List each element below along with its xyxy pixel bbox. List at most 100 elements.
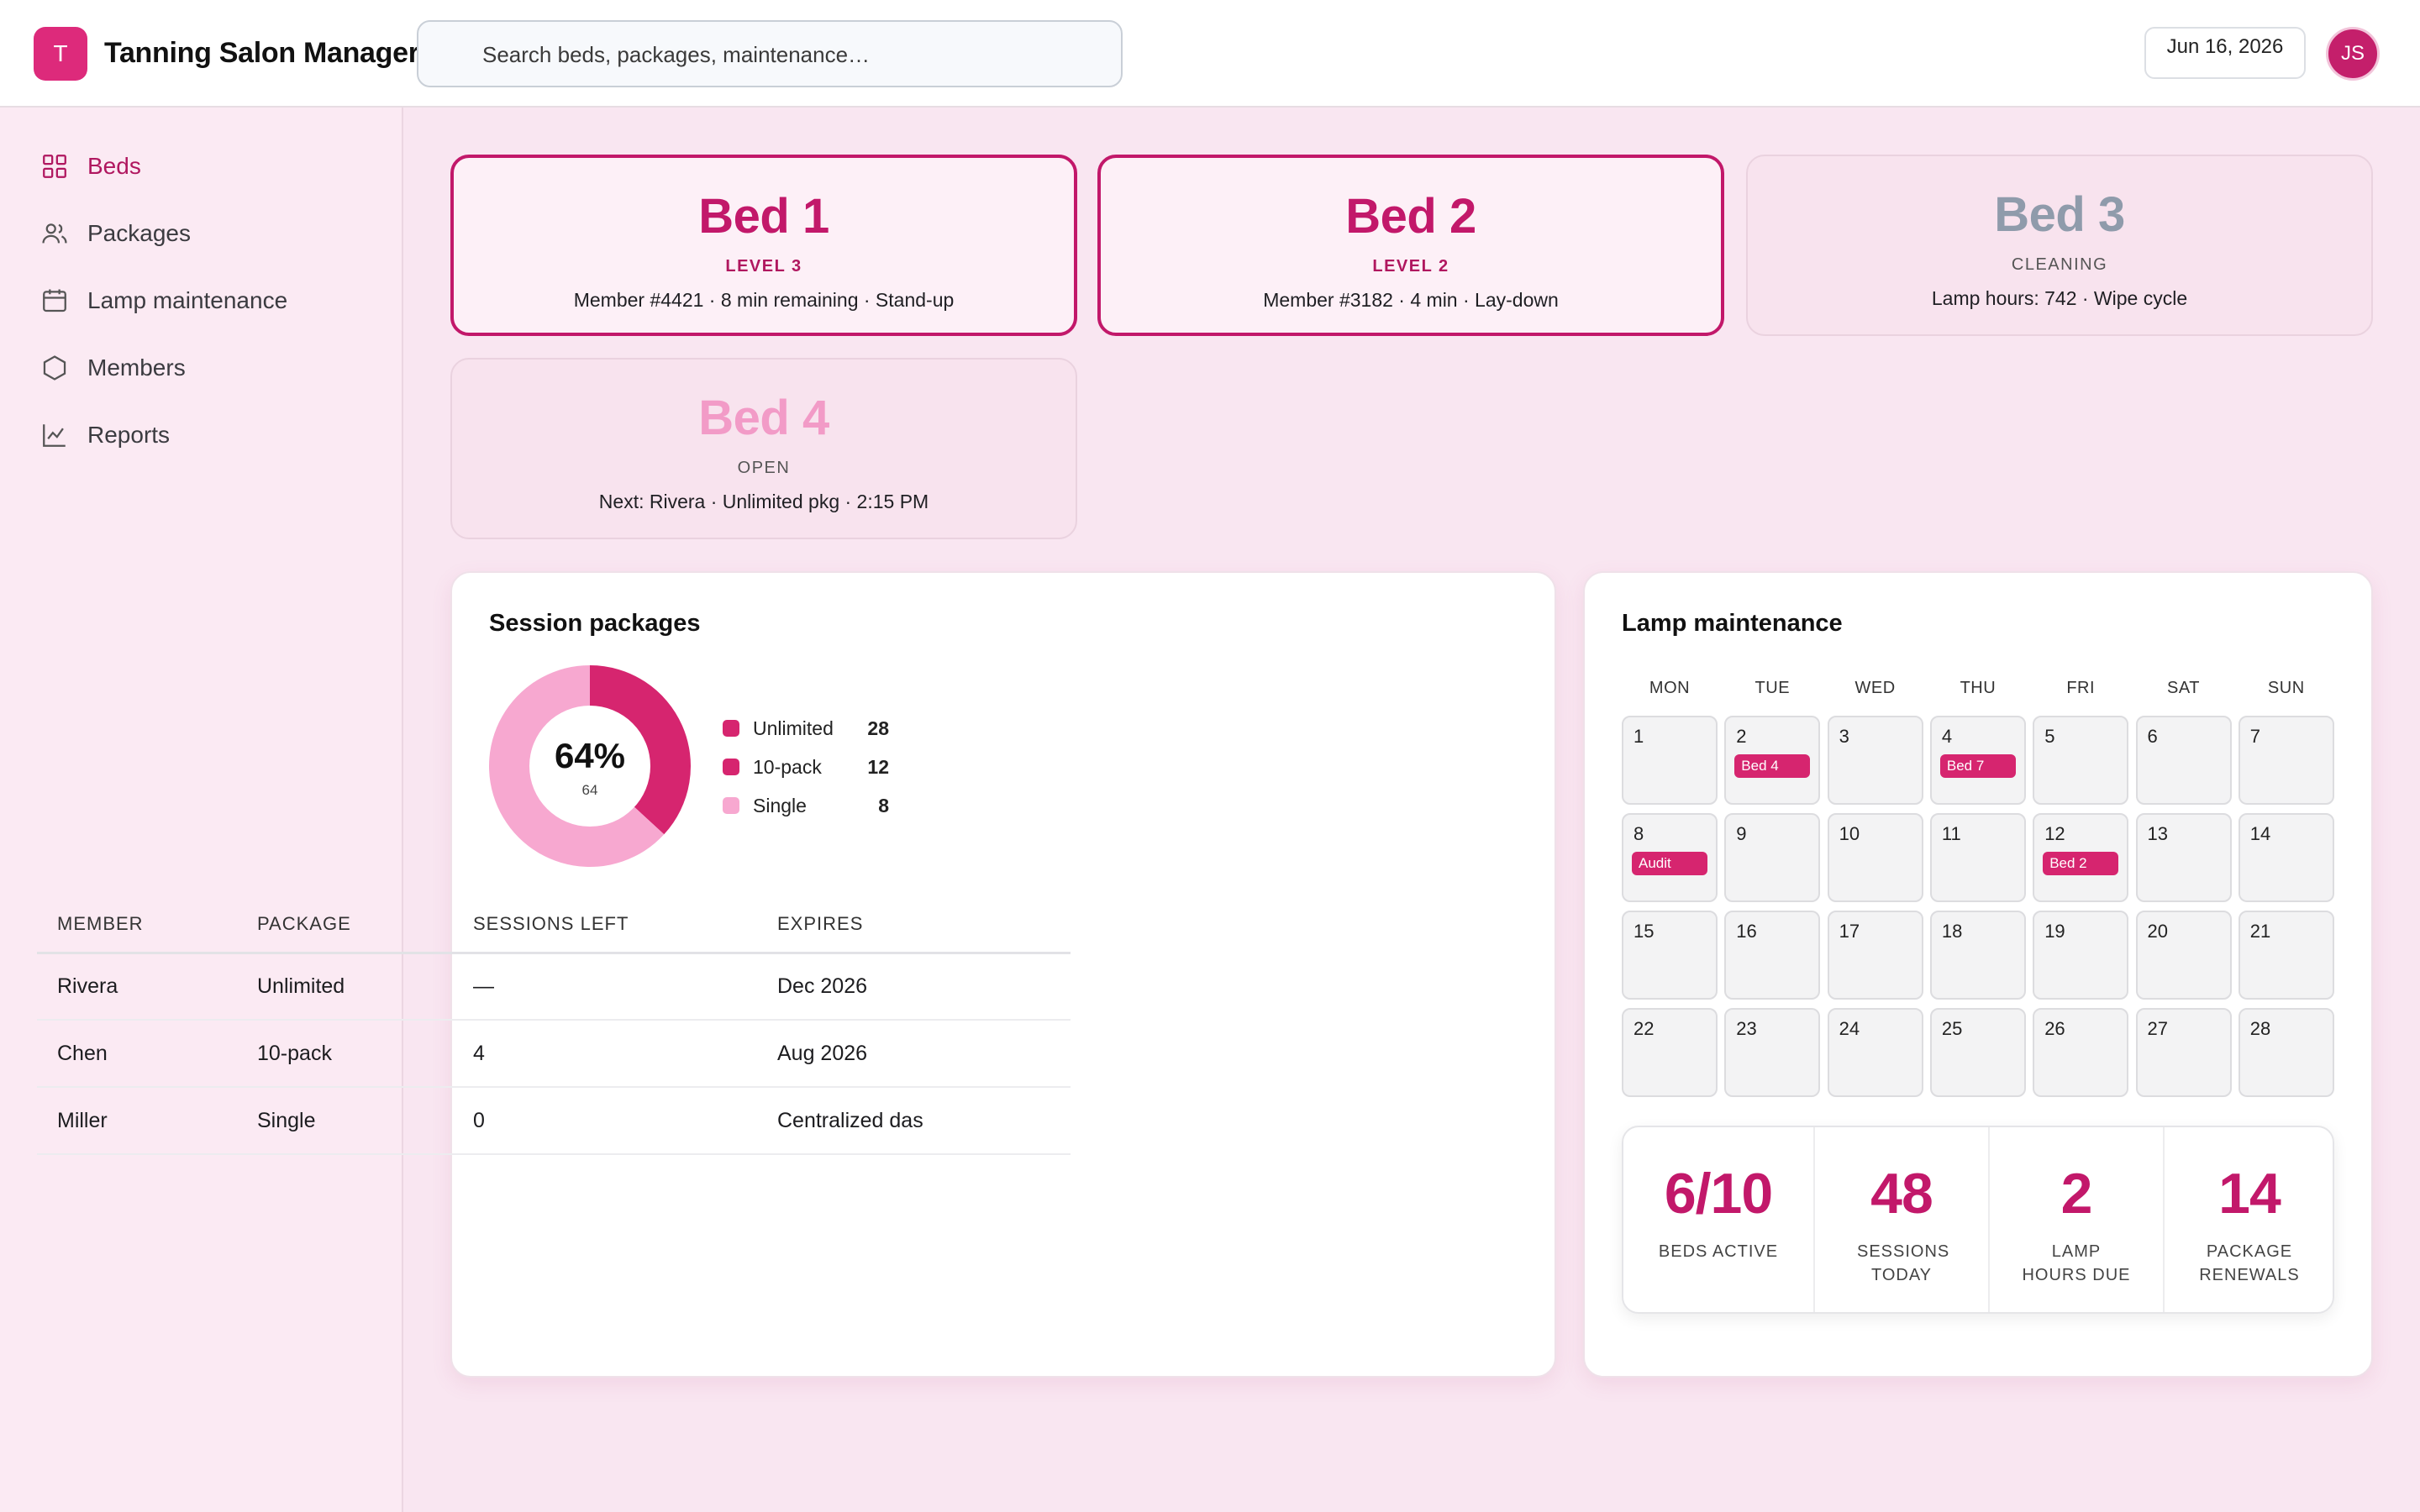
kpi-lamp-hours-due: 2 LAMP HOURS DUE — [1990, 1127, 2163, 1312]
table-row[interactable]: Miller Single 0 Centralized das — [37, 1087, 1071, 1155]
app-logo[interactable]: T — [34, 27, 87, 81]
legend-swatch — [723, 797, 739, 814]
day-number: 4 — [1941, 726, 1953, 747]
package-donut-chart: 64% 64 — [489, 665, 691, 867]
table-row[interactable]: Rivera Unlimited — Dec 2026 — [37, 953, 1071, 1021]
weekday-header: THU — [1960, 679, 1996, 697]
calendar-day[interactable]: 1 — [1622, 716, 1718, 805]
kpi-label: PACKAGE RENEWALS — [2199, 1242, 2300, 1284]
calendar-day[interactable]: 7 — [2238, 716, 2334, 805]
kpi-value: 6/10 — [1664, 1162, 1773, 1226]
legend-value: 8 — [878, 794, 889, 816]
calendar-day[interactable]: 19 — [2033, 911, 2129, 1000]
weekday-header: SUN — [2267, 679, 2305, 697]
calendar-day[interactable]: 15 — [1622, 911, 1718, 1000]
bed-status: LEVEL 3 — [725, 257, 802, 276]
day-number: 9 — [1736, 823, 1747, 844]
table-cell: 4 — [453, 1020, 757, 1088]
calendar-day[interactable]: 11 — [1929, 813, 2026, 902]
sidebar-item-members[interactable]: Members — [40, 343, 376, 393]
calendar-day[interactable]: 3 — [1827, 716, 1923, 805]
table-cell: Chen — [37, 1020, 237, 1088]
table-cell: — — [453, 953, 757, 1021]
day-number: 12 — [2044, 823, 2065, 844]
bed-detail: Next: Rivera · Unlimited pkg · 2:15 PM — [598, 491, 929, 512]
maintenance-tag[interactable]: Audit — [1632, 852, 1707, 875]
calendar-day[interactable]: 18 — [1929, 911, 2026, 1000]
calendar-day[interactable]: 8 Audit — [1622, 813, 1718, 902]
hexagon-icon — [43, 355, 66, 381]
panel-title: Session packages — [489, 610, 701, 637]
user-avatar[interactable]: JS — [2326, 27, 2380, 81]
calendar-day[interactable]: 9 — [1724, 813, 1821, 902]
kpi-package-renewals: 14 PACKAGE RENEWALS — [2165, 1127, 2334, 1312]
calendar-day[interactable]: 23 — [1724, 1008, 1821, 1097]
sidebar-item-label: Packages — [87, 220, 191, 246]
calendar-day[interactable]: 25 — [1929, 1008, 2026, 1097]
table-cell: Unlimited — [237, 953, 453, 1021]
day-number: 8 — [1634, 823, 1644, 844]
kpi-label: BEDS ACTIVE — [1658, 1242, 1779, 1261]
sidebar-item-reports[interactable]: Reports — [40, 410, 376, 460]
calendar-day[interactable]: 17 — [1827, 911, 1923, 1000]
calendar-day[interactable]: 24 — [1827, 1008, 1923, 1097]
sidebar-item-packages[interactable]: Packages — [40, 208, 376, 259]
calendar-day[interactable]: 12 Bed 2 — [2033, 813, 2129, 902]
calendar-day[interactable]: 6 — [2135, 716, 2232, 805]
sidebar-item-label: Beds — [87, 153, 141, 179]
sidebar-item-lamp-maintenance[interactable]: Lamp maintenance — [40, 276, 376, 326]
table-cell: Aug 2026 — [757, 1020, 1071, 1088]
sidebar-item-label: Members — [87, 354, 186, 381]
bed-card-3[interactable]: Bed 3 CLEANING Lamp hours: 742 · Wipe cy… — [1746, 155, 2373, 336]
bed-card-1[interactable]: Bed 1 LEVEL 3 Member #4421 · 8 min remai… — [450, 155, 1077, 336]
legend-label: Single — [753, 794, 807, 816]
search-box[interactable] — [417, 20, 1123, 87]
calendar-day[interactable]: 2 Bed 4 — [1724, 716, 1821, 805]
day-number: 1 — [1634, 726, 1644, 747]
donut-center-sub: 64 — [582, 782, 598, 798]
calendar-day[interactable]: 21 — [2238, 911, 2334, 1000]
day-number: 13 — [2147, 823, 2168, 844]
day-number: 20 — [2147, 921, 2168, 942]
kpi-divider — [2163, 1127, 2165, 1312]
calendar-day[interactable]: 27 — [2135, 1008, 2232, 1097]
bed-card-4[interactable]: Bed 4 OPEN Next: Rivera · Unlimited pkg … — [450, 358, 1077, 539]
kpi-label: SESSIONS TODAY — [1857, 1242, 1950, 1284]
calendar-day[interactable]: 14 — [2238, 813, 2334, 902]
bed-name: Bed 4 — [698, 391, 829, 445]
column-header[interactable]: PACKAGE — [237, 897, 453, 954]
day-number: 25 — [1941, 1018, 1963, 1039]
bed-name: Bed 3 — [1994, 187, 2125, 242]
bed-card-2[interactable]: Bed 2 LEVEL 2 Member #3182 · 4 min · Lay… — [1097, 155, 1724, 336]
calendar-day[interactable]: 4 Bed 7 — [1929, 716, 2026, 805]
calendar-day[interactable]: 13 — [2135, 813, 2232, 902]
maintenance-tag[interactable]: Bed 4 — [1734, 754, 1811, 778]
bed-status: LEVEL 2 — [1372, 257, 1449, 276]
calendar-day[interactable]: 10 — [1827, 813, 1923, 902]
column-header[interactable]: MEMBER — [37, 897, 237, 954]
calendar-day[interactable]: 28 — [2238, 1008, 2334, 1097]
legend-item: Unlimited 28 — [723, 716, 889, 741]
column-header[interactable]: EXPIRES — [757, 897, 1071, 954]
legend-item: Single 8 — [723, 793, 889, 818]
day-number: 15 — [1634, 921, 1655, 942]
calendar-day[interactable]: 20 — [2135, 911, 2232, 1000]
search-input[interactable] — [482, 35, 1104, 74]
table-row[interactable]: Chen 10-pack 4 Aug 2026 — [37, 1020, 1071, 1088]
bed-detail: Lamp hours: 742 · Wipe cycle — [1931, 287, 2188, 309]
day-number: 17 — [1839, 921, 1860, 942]
kpi-value: 2 — [2060, 1162, 2093, 1226]
maintenance-tag[interactable]: Bed 2 — [2043, 852, 2119, 875]
calendar-day[interactable]: 5 — [2033, 716, 2129, 805]
calendar-day[interactable]: 16 — [1724, 911, 1821, 1000]
sidebar-item-beds[interactable]: Beds — [40, 141, 376, 192]
calendar-day[interactable]: 26 — [2033, 1008, 2129, 1097]
weekday-header: FRI — [2066, 679, 2096, 697]
date-button[interactable]: Jun 16, 2026 — [2144, 27, 2306, 79]
day-number: 11 — [1941, 823, 1961, 844]
app-title: Tanning Salon Manager — [104, 37, 419, 69]
column-header[interactable]: SESSIONS LEFT — [453, 897, 757, 954]
bed-detail: Member #3182 · 4 min · Lay-down — [1263, 289, 1559, 311]
maintenance-tag[interactable]: Bed 7 — [1939, 754, 2016, 778]
calendar-day[interactable]: 22 — [1622, 1008, 1718, 1097]
